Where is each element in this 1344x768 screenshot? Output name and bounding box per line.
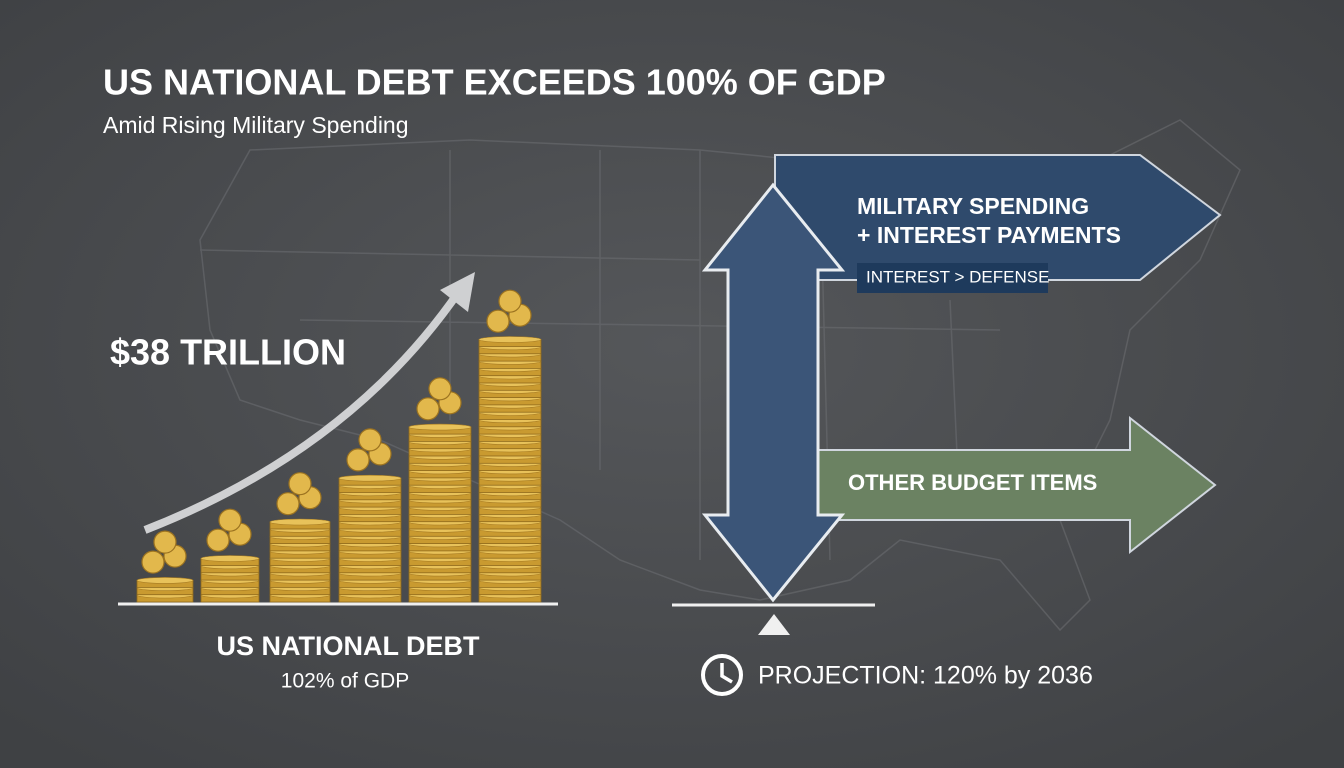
- coin-stacks: [136, 289, 542, 603]
- loose-coin: [346, 448, 370, 472]
- coin-top: [269, 518, 331, 526]
- clock-hands: [720, 663, 733, 684]
- loose-coin: [358, 428, 382, 452]
- trend-arrow: [143, 287, 464, 534]
- debt-amount: $38 TRILLION: [110, 332, 346, 373]
- coin-top: [200, 555, 260, 562]
- coin-top: [408, 423, 472, 431]
- coin-top: [136, 577, 194, 584]
- badge-box: [857, 263, 1048, 293]
- double-arrow: [701, 182, 846, 603]
- loose-coin: [288, 472, 312, 496]
- badge: INTEREST > DEFENSE: [866, 267, 1049, 286]
- loose-coin: [218, 508, 242, 532]
- loose-coin: [428, 377, 452, 401]
- loose-coin: [276, 492, 300, 516]
- debt-ratio: 102% of GDP: [281, 670, 409, 693]
- loose-coin: [206, 528, 230, 552]
- lower-label: OTHER BUDGET ITEMS: [848, 470, 1097, 495]
- upper-line-1: MILITARY SPENDING: [857, 193, 1089, 219]
- coin-top: [478, 336, 542, 343]
- loose-coin: [141, 550, 165, 574]
- trend-arrowhead: [440, 272, 475, 312]
- debt-label: US NATIONAL DEBT: [217, 631, 481, 661]
- subtitle: Amid Rising Military Spending: [103, 112, 409, 138]
- title: US NATIONAL DEBT EXCEEDS 100% OF GDP: [103, 62, 886, 103]
- clock-icon: [701, 654, 743, 696]
- loose-coin: [416, 397, 440, 421]
- upper-line-2: + INTEREST PAYMENTS: [857, 222, 1121, 248]
- fulcrum: [758, 614, 790, 635]
- coin-top: [338, 474, 402, 482]
- projection: PROJECTION: 120% by 2036: [758, 662, 1093, 690]
- loose-coin: [153, 530, 177, 554]
- loose-coin: [498, 289, 522, 313]
- lower-arrow: [817, 415, 1217, 555]
- loose-coin: [486, 309, 510, 333]
